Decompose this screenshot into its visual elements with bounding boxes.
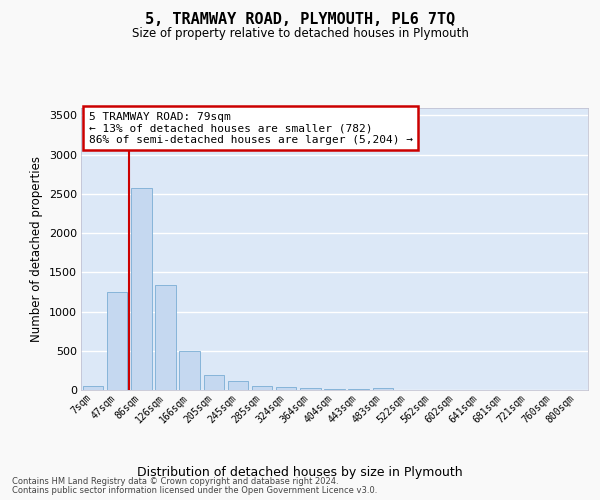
Y-axis label: Number of detached properties: Number of detached properties [30, 156, 43, 342]
Bar [107, 292, 127, 390]
Text: Distribution of detached houses by size in Plymouth: Distribution of detached houses by size … [137, 466, 463, 479]
Bar [324, 388, 345, 390]
Bar [276, 388, 296, 390]
Bar [227, 382, 248, 390]
Bar [203, 374, 224, 390]
Bar [373, 388, 393, 390]
Text: Contains public sector information licensed under the Open Government Licence v3: Contains public sector information licen… [12, 486, 377, 495]
Text: Contains HM Land Registry data © Crown copyright and database right 2024.: Contains HM Land Registry data © Crown c… [12, 477, 338, 486]
Text: 5, TRAMWAY ROAD, PLYMOUTH, PL6 7TQ: 5, TRAMWAY ROAD, PLYMOUTH, PL6 7TQ [145, 12, 455, 28]
Text: Size of property relative to detached houses in Plymouth: Size of property relative to detached ho… [131, 28, 469, 40]
Bar [131, 188, 152, 390]
Bar [252, 386, 272, 390]
Text: 5 TRAMWAY ROAD: 79sqm
← 13% of detached houses are smaller (782)
86% of semi-det: 5 TRAMWAY ROAD: 79sqm ← 13% of detached … [89, 112, 413, 145]
Bar [83, 386, 103, 390]
Bar [349, 389, 369, 390]
Bar [179, 351, 200, 390]
Bar [300, 388, 320, 390]
Bar [155, 285, 176, 390]
